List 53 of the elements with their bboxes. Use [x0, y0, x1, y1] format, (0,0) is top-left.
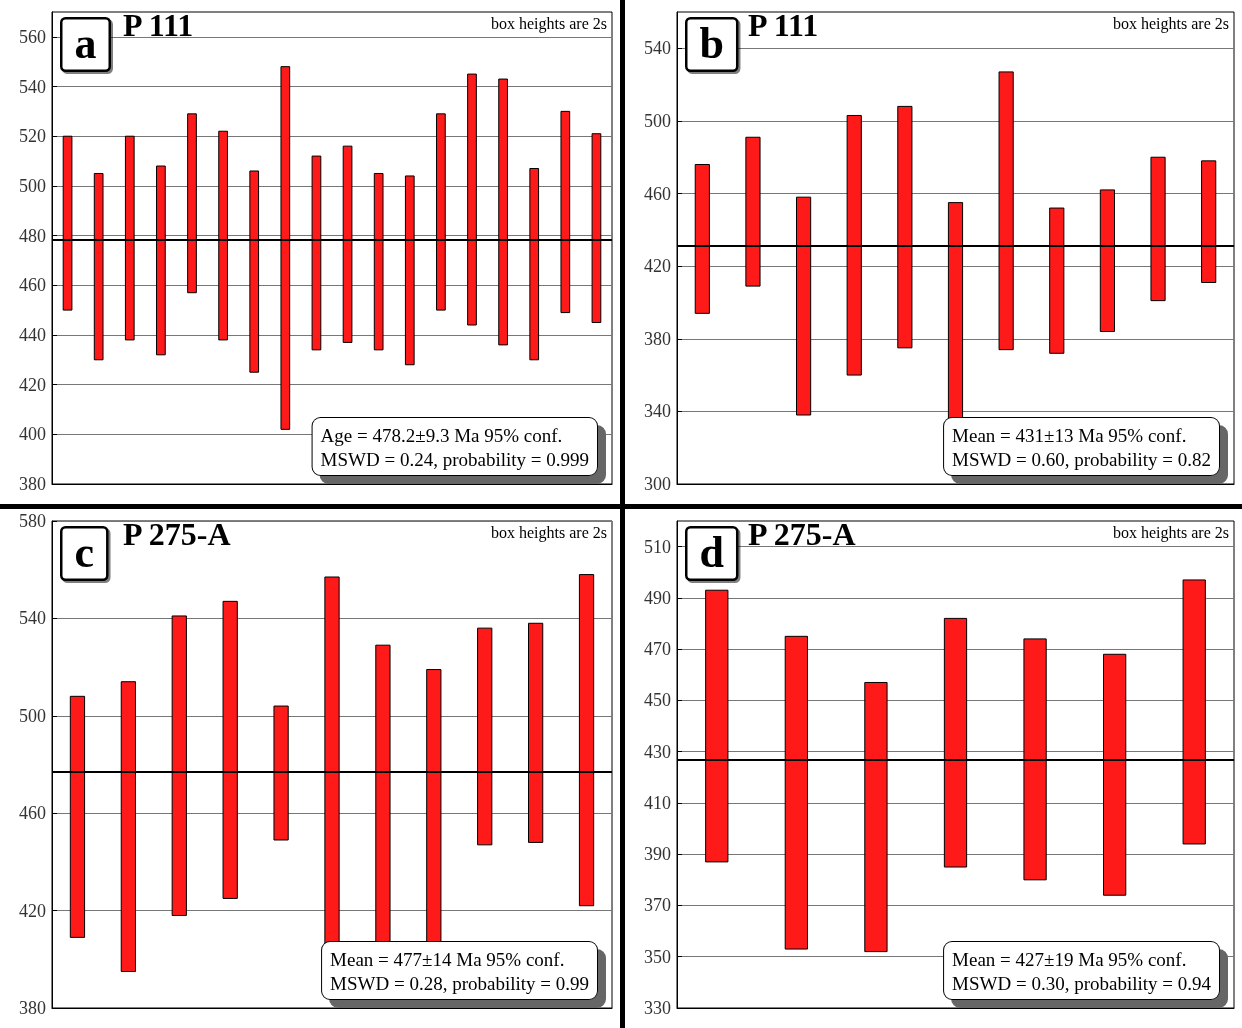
y-tick-label: 370	[644, 895, 671, 916]
y-tick-label: 500	[19, 705, 46, 726]
annotation: b	[699, 19, 724, 68]
y-tick-label: 540	[19, 76, 46, 97]
annotation: Mean = 431±13 Ma 95% conf.	[952, 424, 1187, 446]
chart-title: P 275-A	[123, 516, 231, 552]
annotation: MSWD = 0.60, probability = 0.82	[952, 448, 1211, 470]
y-tick-label: 520	[19, 126, 46, 147]
y-tick-label: 400	[19, 424, 46, 445]
y-tick-label: 460	[19, 275, 46, 296]
y-tick-label: 500	[19, 175, 46, 196]
annotation: box heights are 2s	[491, 523, 608, 542]
annotation: Mean = 427±19 Ma 95% conf.	[952, 948, 1187, 970]
chart-title: P 275-A	[748, 516, 856, 552]
annotation: box heights are 2s	[1113, 523, 1230, 542]
y-tick-label: 540	[644, 38, 671, 59]
y-tick-label: 410	[644, 792, 671, 813]
y-tick-label: 380	[19, 474, 46, 494]
y-tick-label: 440	[19, 324, 46, 345]
annotation: MSWD = 0.28, probability = 0.99	[330, 972, 589, 994]
y-tick-label: 540	[19, 608, 46, 629]
annotation: d	[699, 528, 724, 577]
annotation: Mean = 477±14 Ma 95% conf.	[330, 948, 565, 970]
annotation: MSWD = 0.30, probability = 0.94	[952, 972, 1212, 994]
y-tick-label: 420	[644, 256, 671, 277]
y-tick-label: 380	[19, 998, 46, 1018]
y-tick-label: 510	[644, 536, 671, 557]
y-tick-label: 330	[644, 998, 671, 1018]
annotation: box heights are 2s	[491, 14, 608, 33]
y-tick-label: 460	[19, 803, 46, 824]
chart-title: P 111	[123, 7, 194, 43]
y-tick-label: 490	[644, 587, 671, 608]
y-tick-label: 560	[19, 26, 46, 47]
y-tick-label: 450	[644, 690, 671, 711]
y-tick-label: 300	[644, 474, 671, 494]
annotation: MSWD = 0.24, probability = 0.999	[320, 448, 589, 470]
annotation: Age = 478.2±9.3 Ma 95% conf.	[320, 424, 563, 446]
y-tick-label: 340	[644, 401, 671, 422]
y-tick-label: 480	[19, 225, 46, 246]
annotation: a	[74, 19, 97, 68]
y-tick-label: 380	[644, 328, 671, 349]
y-tick-label: 470	[644, 639, 671, 660]
y-tick-label: 500	[644, 110, 671, 131]
y-tick-label: 350	[644, 946, 671, 967]
y-tick-label: 580	[19, 511, 46, 531]
y-tick-label: 390	[644, 844, 671, 865]
annotation: box heights are 2s	[1113, 14, 1230, 33]
y-tick-label: 420	[19, 900, 46, 921]
y-tick-label: 420	[19, 374, 46, 395]
chart-title: P 111	[748, 7, 819, 43]
annotation: c	[74, 528, 95, 577]
y-tick-label: 430	[644, 741, 671, 762]
y-tick-label: 460	[644, 183, 671, 204]
